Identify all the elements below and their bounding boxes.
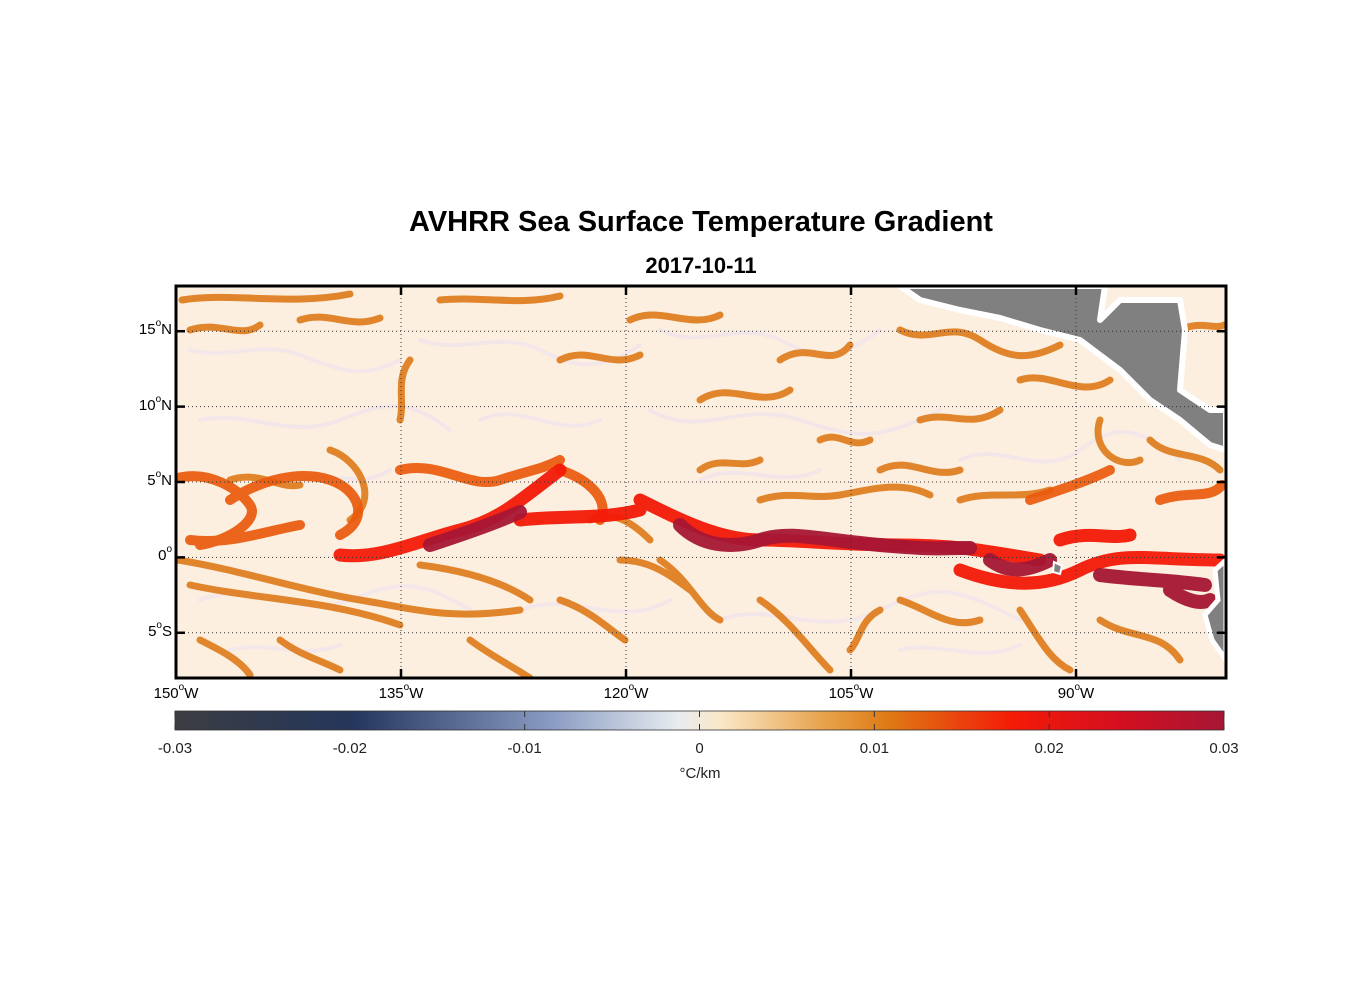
colorbar-unit: °C/km (679, 765, 721, 782)
colorbar-tick-label: -0.02 (332, 740, 367, 757)
colorbar-ticks (174, 711, 1225, 730)
lon-label: 105oW (828, 682, 874, 702)
map-title: AVHRR Sea Surface Temperature Gradient (409, 206, 993, 238)
land-areas (897, 286, 1226, 665)
colorbar-tick-label: 0.03 (1209, 740, 1239, 757)
axis-ticks (174, 286, 1226, 678)
lon-label: 150oW (153, 682, 199, 702)
gridlines (176, 286, 1226, 678)
lon-label: 120oW (603, 682, 649, 702)
map-date: 2017-10-11 (645, 253, 757, 278)
colorbar-tick-label: -0.01 (507, 740, 542, 757)
front-core (423, 505, 1217, 609)
lat-label: 15oN (138, 318, 172, 339)
central-america-land (897, 286, 1226, 453)
colorbar-tick-label: 0 (695, 740, 704, 757)
south-america-land (1202, 556, 1226, 665)
lon-label: 135oW (378, 682, 424, 702)
orange-filaments (176, 290, 1226, 678)
lat-label: 10oN (138, 393, 172, 414)
colorbar-tick-label: 0.01 (859, 740, 889, 757)
colorbar-tick-label: 0.02 (1034, 740, 1064, 757)
lon-label: 90oW (1057, 682, 1095, 702)
lat-label: 5oN (147, 469, 172, 489)
galapagos-islands (1051, 560, 1064, 576)
lat-label: 5oS (148, 619, 172, 640)
colorbar-tick-label: -0.03 (157, 740, 193, 757)
lat-label: 0o (158, 544, 172, 565)
gradient-field (176, 286, 1226, 678)
